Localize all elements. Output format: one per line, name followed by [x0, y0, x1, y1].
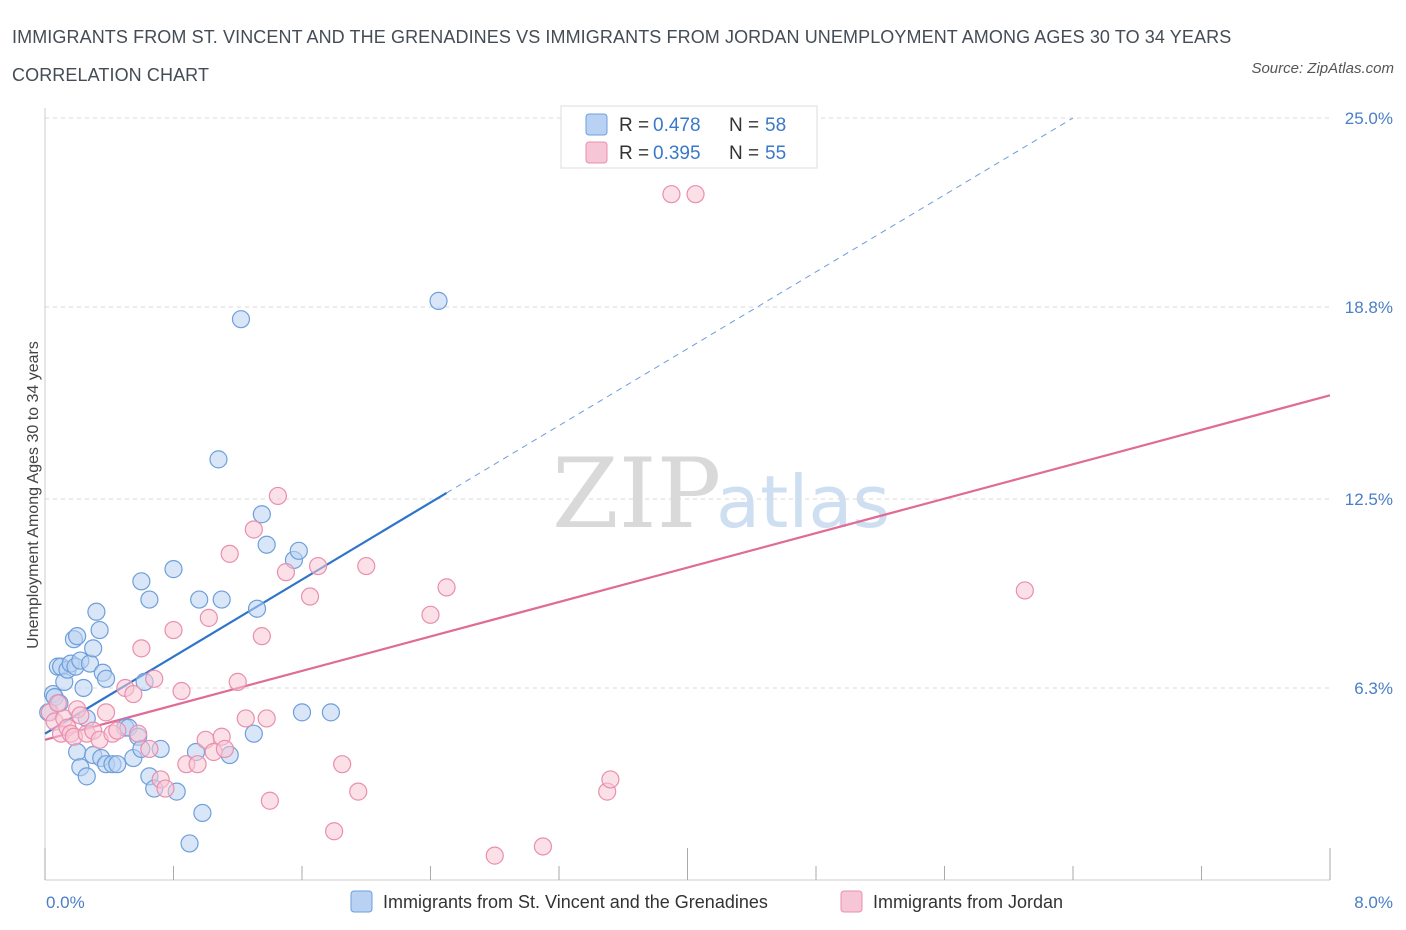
data-point-blue — [77, 767, 96, 786]
data-point-pink — [132, 639, 151, 658]
data-point-pink — [188, 755, 207, 774]
data-point-pink — [236, 709, 255, 728]
data-point-blue — [321, 703, 341, 722]
data-point-blue — [212, 590, 231, 609]
data-point-pink — [96, 703, 116, 722]
legend-r-label-0: R = — [619, 115, 649, 136]
y-axis-label: Unemployment Among Ages 30 to 34 years — [25, 341, 42, 649]
data-point-blue — [180, 834, 199, 853]
data-point-blue — [96, 669, 116, 688]
data-point-pink — [164, 620, 183, 640]
data-point-pink — [421, 605, 440, 624]
data-point-blue — [190, 590, 209, 609]
data-point-blue — [257, 535, 276, 554]
grid-lines — [45, 117, 1330, 689]
trend-line-pink — [44, 394, 1331, 741]
data-point-pink — [357, 556, 376, 576]
data-point-pink — [325, 822, 344, 841]
y-tick-label: 18.8% — [1345, 298, 1393, 317]
data-point-blue — [90, 620, 109, 640]
x-tick-label-min: 0.0% — [46, 893, 85, 912]
data-point-pink — [686, 185, 705, 204]
data-point-pink — [108, 721, 127, 740]
data-point-pink — [485, 846, 504, 865]
chart-title: IMMIGRANTS FROM ST. VINCENT AND THE GREN… — [12, 27, 1232, 85]
series-legend: Immigrants from St. Vincent and the Gren… — [350, 890, 1063, 913]
watermark-zip: ZIP — [552, 438, 721, 550]
legend-swatch-pink — [585, 141, 608, 164]
data-point-blue — [289, 541, 308, 560]
data-point-blue — [209, 450, 228, 469]
data-point-pink — [48, 694, 67, 713]
axes: 6.3% 12.5% 18.8% 25.0% 0.0% 8.0% — [44, 108, 1393, 912]
data-point-blue — [68, 742, 87, 762]
y-tick-label: 12.5% — [1345, 490, 1393, 509]
legend-n-label-0: N = — [729, 115, 759, 136]
trend-line-blue — [44, 491, 448, 735]
series-legend-swatch-blue — [350, 890, 373, 913]
data-point-pink — [257, 709, 276, 728]
legend-n-value-1: 55 — [765, 143, 786, 164]
data-point-blue — [247, 599, 267, 618]
series-legend-swatch-pink — [840, 890, 863, 913]
data-point-pink — [437, 578, 456, 597]
data-point-blue — [193, 803, 212, 823]
legend-swatch-blue — [585, 113, 608, 136]
data-point-pink — [349, 782, 368, 801]
data-point-pink — [268, 486, 288, 506]
data-point-pink — [156, 779, 175, 798]
y-tick-label: 6.3% — [1354, 679, 1393, 698]
data-point-pink — [172, 681, 191, 701]
data-point-blue — [164, 560, 183, 579]
trend-line-blue-extension — [446, 117, 1074, 494]
data-point-blue — [87, 602, 106, 621]
data-point-pink — [662, 185, 681, 204]
data-point-blue — [132, 572, 151, 591]
stats-legend: R = 0.478 N = 58 R = 0.395 N = 55 — [560, 105, 818, 169]
x-tick-label-max: 8.0% — [1354, 893, 1393, 912]
data-point-pink — [333, 755, 352, 774]
data-point-pink — [601, 770, 620, 789]
legend-r-value-0: 0.478 — [653, 115, 701, 136]
data-point-blue — [252, 505, 271, 524]
data-point-blue — [108, 755, 127, 774]
data-point-blue — [231, 310, 251, 329]
data-point-pink — [124, 684, 143, 704]
data-point-pink — [1015, 581, 1034, 600]
trend-lines — [44, 117, 1331, 741]
data-point-blue — [429, 291, 448, 310]
data-point-pink — [300, 587, 320, 606]
data-point-pink — [140, 739, 159, 759]
data-point-pink — [260, 791, 279, 810]
data-point-blue — [292, 703, 312, 722]
data-point-pink — [244, 520, 263, 539]
watermark-atlas: atlas — [716, 460, 890, 544]
data-point-pink — [215, 739, 234, 759]
data-point-pink — [145, 669, 164, 688]
data-point-blue — [140, 590, 159, 609]
legend-r-value-1: 0.395 — [653, 143, 701, 164]
data-point-pink — [129, 724, 148, 743]
data-point-pink — [199, 608, 218, 627]
source-credit: Source: ZipAtlas.com — [1251, 60, 1394, 77]
data-point-pink — [252, 627, 271, 646]
data-point-pink — [220, 544, 239, 563]
data-points — [39, 185, 1034, 865]
data-point-blue — [84, 639, 103, 658]
y-tick-label: 25.0% — [1345, 109, 1393, 128]
data-point-pink — [276, 563, 296, 582]
data-point-blue — [68, 627, 87, 646]
legend-n-label-1: N = — [729, 143, 759, 164]
legend-n-value-0: 58 — [765, 115, 786, 136]
data-point-blue — [244, 724, 263, 743]
data-point-pink — [228, 672, 247, 691]
data-point-pink — [533, 837, 553, 856]
series-legend-label-0: Immigrants from St. Vincent and the Gren… — [383, 892, 768, 912]
legend-r-label-1: R = — [619, 143, 649, 164]
data-point-blue — [74, 678, 93, 698]
series-legend-label-1: Immigrants from Jordan — [873, 892, 1063, 912]
data-point-pink — [308, 556, 328, 576]
data-point-pink — [71, 706, 90, 725]
